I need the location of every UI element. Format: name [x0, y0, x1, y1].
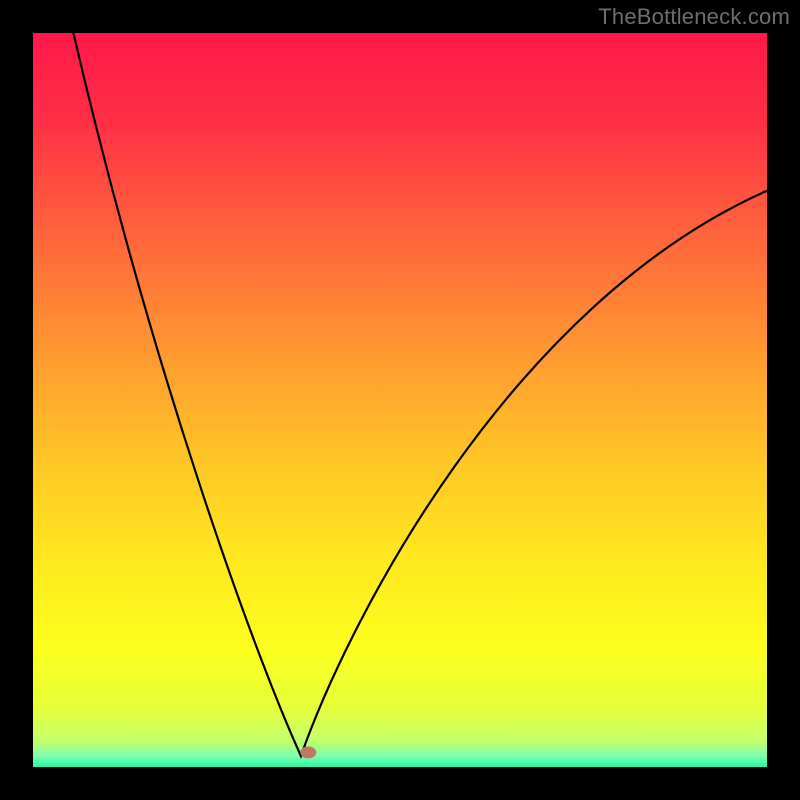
- watermark-text: TheBottleneck.com: [598, 4, 790, 30]
- bottleneck-chart: [0, 0, 800, 800]
- chart-root: TheBottleneck.com: [0, 0, 800, 800]
- plot-background: [33, 33, 767, 767]
- optimal-point-marker: [300, 746, 316, 758]
